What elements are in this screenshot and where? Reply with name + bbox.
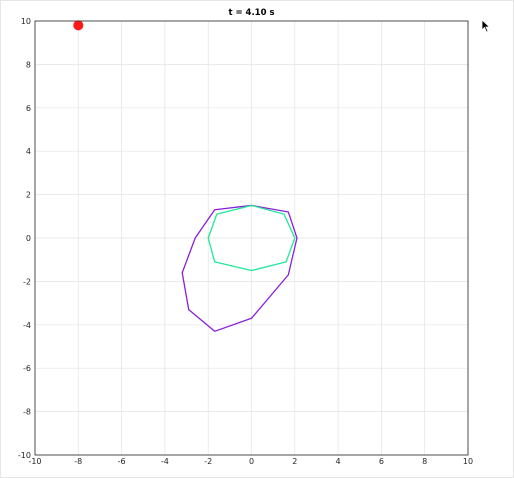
y-tick-label: -4 <box>23 321 31 330</box>
y-tick-label: 6 <box>26 104 31 113</box>
axes-box <box>34 20 469 456</box>
y-tick-label: -8 <box>23 408 31 417</box>
x-tick-label: 6 <box>379 457 384 466</box>
x-tick-label: -6 <box>118 457 126 466</box>
y-tick-label: 8 <box>26 60 31 69</box>
x-tick-label: -4 <box>161 457 169 466</box>
x-tick-label: 10 <box>463 457 473 466</box>
y-tick-label: 0 <box>26 234 31 243</box>
y-tick-label: 2 <box>26 191 31 200</box>
x-tick-label: 2 <box>292 457 297 466</box>
scatter-point <box>73 20 84 31</box>
y-tick-label: 10 <box>21 17 31 26</box>
x-tick-label: -10 <box>28 457 41 466</box>
y-tick-label: -10 <box>18 451 31 460</box>
series-line-2 <box>207 204 296 272</box>
y-tick-label: -6 <box>23 364 31 373</box>
y-tick-label: 4 <box>26 147 31 156</box>
x-tick-label: 8 <box>422 457 427 466</box>
x-tick-labels: -10 -8 -6 -4 -2 0 2 4 6 8 10 <box>28 457 473 466</box>
x-tick-label: 0 <box>249 457 254 466</box>
chart-title: t = 4.10 s <box>228 8 274 18</box>
series-line-1 <box>181 204 298 332</box>
x-tick-label: -8 <box>74 457 82 466</box>
series-layer <box>73 20 298 332</box>
x-tick-label: 4 <box>336 457 341 466</box>
y-tick-labels: -10 -8 -6 -4 -2 0 2 4 6 8 10 <box>18 17 31 460</box>
y-tick-label: -2 <box>23 277 31 286</box>
x-tick-label: -2 <box>204 457 212 466</box>
